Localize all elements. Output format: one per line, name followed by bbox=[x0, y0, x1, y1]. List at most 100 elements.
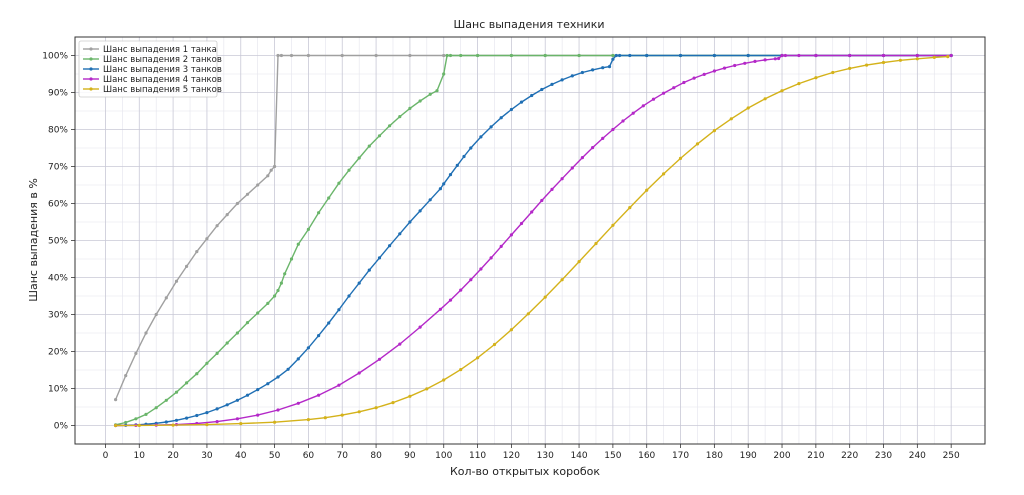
data-point bbox=[672, 86, 676, 90]
data-point bbox=[442, 72, 446, 76]
data-point bbox=[442, 53, 446, 58]
data-point bbox=[174, 418, 179, 422]
data-point bbox=[323, 416, 327, 420]
x-tick-label: 210 bbox=[807, 451, 824, 461]
x-tick-label: 140 bbox=[570, 451, 587, 461]
data-point bbox=[215, 420, 219, 424]
data-point bbox=[408, 106, 412, 110]
data-point bbox=[357, 156, 361, 160]
data-point bbox=[428, 92, 432, 96]
y-tick-label: 50% bbox=[48, 237, 68, 247]
data-point bbox=[712, 53, 717, 58]
x-tick-label: 120 bbox=[503, 451, 520, 461]
data-point bbox=[124, 374, 128, 378]
data-point bbox=[374, 406, 378, 410]
data-point bbox=[898, 58, 903, 62]
data-point bbox=[388, 124, 392, 128]
data-point bbox=[340, 53, 344, 58]
data-point bbox=[195, 372, 199, 376]
data-point bbox=[618, 53, 622, 58]
y-tick-label: 40% bbox=[48, 274, 68, 284]
data-point bbox=[932, 55, 936, 60]
data-point bbox=[499, 116, 503, 120]
data-point bbox=[611, 127, 615, 132]
data-point bbox=[185, 381, 189, 385]
data-point bbox=[273, 420, 277, 424]
data-point bbox=[235, 398, 239, 402]
data-point bbox=[601, 66, 605, 70]
series-line bbox=[115, 54, 952, 427]
x-tick-label: 190 bbox=[740, 451, 757, 461]
data-point bbox=[591, 68, 595, 72]
data-point bbox=[425, 387, 429, 391]
data-point bbox=[763, 58, 767, 62]
data-point bbox=[915, 57, 919, 61]
data-point bbox=[462, 154, 466, 159]
x-tick-label: 30 bbox=[201, 451, 213, 461]
data-point bbox=[519, 221, 524, 226]
data-point bbox=[621, 119, 625, 123]
data-point bbox=[154, 406, 158, 410]
y-tick-label: 70% bbox=[48, 163, 68, 173]
legend-label: Шанс выпадения 5 танков bbox=[103, 85, 222, 95]
data-point bbox=[418, 99, 422, 103]
legend-marker bbox=[89, 77, 93, 81]
data-point bbox=[347, 168, 351, 172]
data-point bbox=[296, 357, 300, 361]
data-point bbox=[435, 89, 439, 93]
data-point bbox=[144, 331, 148, 335]
data-point bbox=[215, 407, 219, 411]
data-point bbox=[347, 294, 351, 298]
data-point bbox=[114, 398, 118, 402]
legend-label: Шанс выпадения 1 танка bbox=[103, 45, 217, 55]
data-point bbox=[215, 224, 219, 228]
data-point bbox=[276, 53, 280, 58]
data-point bbox=[509, 233, 513, 237]
data-point bbox=[949, 53, 953, 58]
data-point bbox=[266, 382, 270, 386]
data-point bbox=[469, 278, 473, 282]
data-point bbox=[946, 55, 950, 59]
series-3 bbox=[114, 53, 953, 428]
data-point bbox=[577, 53, 581, 58]
data-point bbox=[560, 278, 564, 282]
data-point bbox=[327, 196, 331, 200]
data-point bbox=[570, 166, 574, 170]
x-tick-label: 220 bbox=[841, 451, 858, 461]
data-point bbox=[185, 264, 189, 268]
data-point bbox=[377, 357, 382, 361]
data-point bbox=[269, 168, 273, 172]
data-point bbox=[337, 181, 341, 185]
data-point bbox=[580, 70, 585, 75]
data-point bbox=[239, 422, 243, 426]
chart-title: Шанс выпадения техники bbox=[454, 18, 605, 31]
series-layer bbox=[114, 53, 953, 428]
data-point bbox=[746, 53, 750, 58]
data-point bbox=[289, 53, 294, 58]
data-point bbox=[628, 53, 632, 58]
data-point bbox=[306, 53, 310, 58]
data-point bbox=[215, 351, 219, 355]
data-point bbox=[682, 80, 686, 85]
x-tick-label: 200 bbox=[773, 451, 790, 461]
data-point bbox=[570, 74, 574, 78]
data-point bbox=[185, 416, 189, 420]
data-point bbox=[266, 174, 270, 178]
x-tick-label: 160 bbox=[638, 451, 655, 461]
data-point bbox=[205, 411, 209, 415]
data-point bbox=[678, 53, 683, 58]
data-point bbox=[607, 65, 612, 69]
data-point bbox=[235, 417, 239, 421]
data-point bbox=[476, 53, 480, 58]
data-point bbox=[134, 417, 138, 421]
data-point bbox=[614, 53, 618, 58]
data-point bbox=[448, 53, 453, 58]
legend-marker bbox=[89, 87, 93, 91]
data-point bbox=[367, 268, 371, 272]
data-point bbox=[459, 288, 463, 292]
y-tick-label: 20% bbox=[48, 348, 68, 358]
y-tick-label: 60% bbox=[48, 200, 68, 210]
x-tick-label: 40 bbox=[235, 451, 247, 461]
data-point bbox=[235, 201, 239, 206]
legend-marker bbox=[89, 57, 93, 61]
